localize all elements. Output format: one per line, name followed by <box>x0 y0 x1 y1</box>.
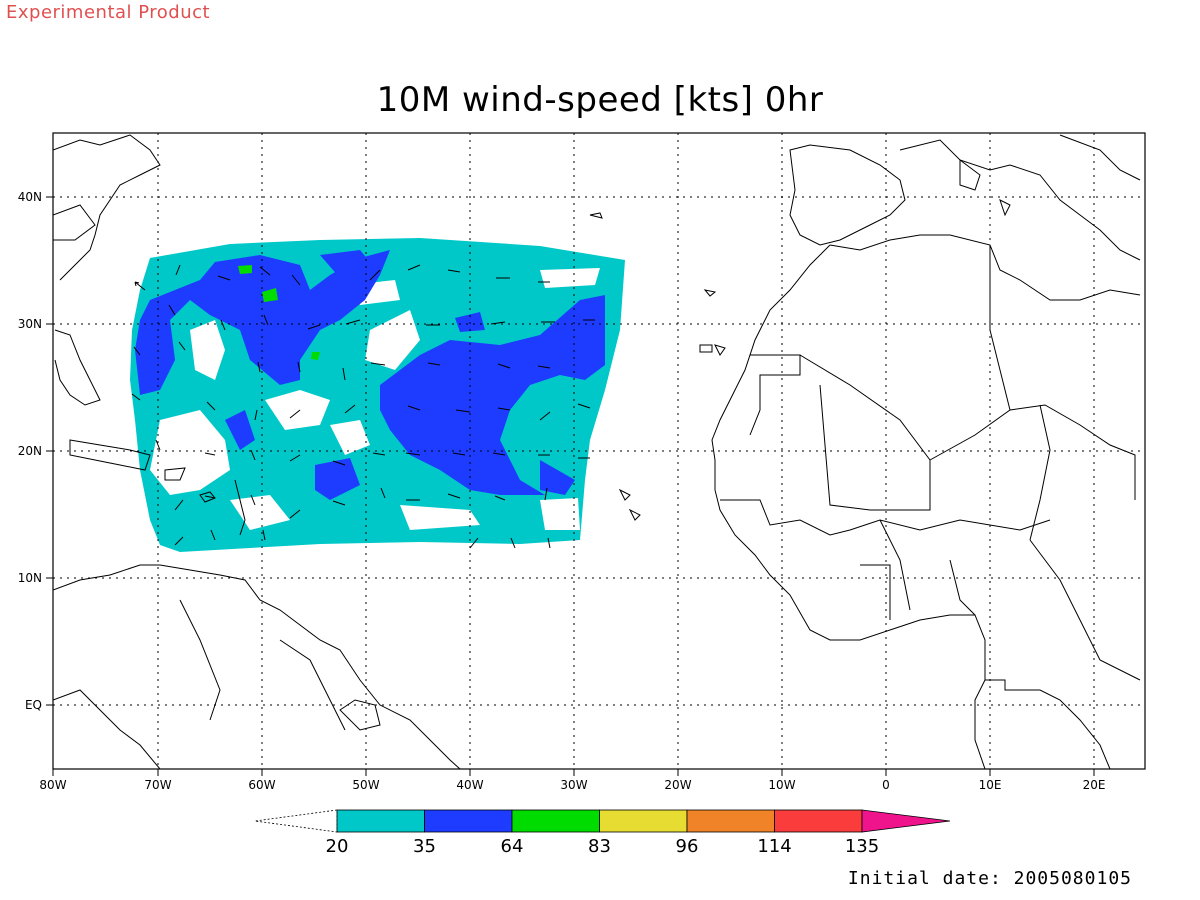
colorbar-label: 114 <box>757 836 791 857</box>
colorbar-swatch-3 <box>599 809 688 833</box>
lon-tick-label: 20W <box>664 778 691 792</box>
lat-tick-label: 20N <box>18 444 42 458</box>
lon-tick-label: 10E <box>979 778 1002 792</box>
wind-speed-field <box>130 238 625 552</box>
colorbar-label: 96 <box>676 836 699 857</box>
lon-tick-label: 80W <box>39 778 66 792</box>
colorbar-swatch-2 <box>511 809 600 833</box>
colorbar-label: 64 <box>501 836 524 857</box>
colorbar-label: 20 <box>326 836 349 857</box>
colorbar-swatch-5 <box>774 809 863 833</box>
colorbar-swatch-0 <box>336 809 425 833</box>
map-title: 10M wind-speed [kts] 0hr <box>376 80 824 120</box>
lon-tick-label: 70W <box>144 778 171 792</box>
lon-tick-label: 40W <box>456 778 483 792</box>
lon-tick-label: 60W <box>248 778 275 792</box>
colorbar-label: 35 <box>413 836 436 857</box>
colorbar: 20 35 64 83 96 114 135 <box>254 809 951 857</box>
colorbar-low-arrow <box>254 809 338 833</box>
product-label: Experimental Product <box>6 2 211 23</box>
colorbar-label: 135 <box>845 836 879 857</box>
coastlines <box>53 134 1141 769</box>
lat-tick-label: 30N <box>18 317 42 331</box>
lon-tick-label: 30W <box>560 778 587 792</box>
lon-tick-label: 50W <box>352 778 379 792</box>
map-gridlines <box>53 133 1145 769</box>
lon-tick-label: 0 <box>882 778 890 792</box>
colorbar-swatch-1 <box>424 809 513 833</box>
lat-tick-labels: 40N 30N 20N 10N EQ <box>18 190 42 712</box>
colorbar-swatch-4 <box>686 809 775 833</box>
lon-tick-labels: 80W 70W 60W 50W 40W 30W 20W 10W 0 10E 20… <box>39 778 1105 792</box>
initial-date: Initial date: 2005080105 <box>847 868 1132 889</box>
lat-tick-label: EQ <box>25 698 42 712</box>
wind-band-64-83 <box>238 265 252 274</box>
lat-tick-label: 40N <box>18 190 42 204</box>
lon-tick-label: 20E <box>1083 778 1106 792</box>
lon-tick-label: 10W <box>768 778 795 792</box>
lat-tick-label: 10N <box>18 571 42 585</box>
colorbar-label: 83 <box>588 836 611 857</box>
colorbar-high-arrow <box>861 809 951 833</box>
